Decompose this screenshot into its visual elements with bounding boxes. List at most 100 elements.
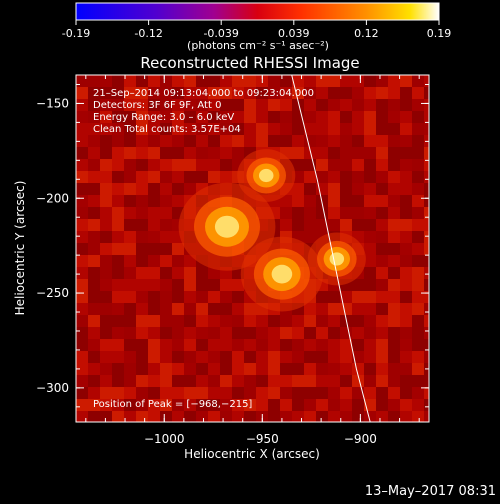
- texture-cell: [364, 87, 376, 99]
- texture-cell: [148, 123, 160, 135]
- texture-cell: [88, 279, 100, 291]
- emission-contour: [214, 215, 240, 238]
- texture-cell: [160, 123, 172, 135]
- texture-cell: [136, 267, 148, 279]
- texture-cell: [100, 351, 112, 363]
- texture-cell: [208, 135, 220, 147]
- texture-cell: [388, 375, 400, 387]
- texture-cell: [112, 315, 124, 327]
- texture-cell: [412, 375, 424, 387]
- texture-cell: [208, 171, 220, 183]
- texture-cell: [136, 171, 148, 183]
- texture-cell: [304, 135, 316, 147]
- texture-cell: [136, 135, 148, 147]
- texture-cell: [208, 411, 220, 422]
- texture-cell: [220, 375, 232, 387]
- texture-cell: [148, 339, 160, 351]
- texture-cell: [184, 75, 196, 87]
- colorbar-tick-label: 0.039: [278, 27, 310, 40]
- texture-cell: [88, 303, 100, 315]
- texture-cell: [112, 411, 124, 422]
- texture-cell: [400, 411, 412, 422]
- texture-cell: [412, 171, 424, 183]
- texture-cell: [340, 123, 352, 135]
- texture-cell: [196, 375, 208, 387]
- texture-cell: [148, 75, 160, 87]
- texture-cell: [376, 135, 388, 147]
- texture-cell: [196, 339, 208, 351]
- texture-cell: [124, 243, 136, 255]
- texture-cell: [124, 171, 136, 183]
- texture-cell: [88, 231, 100, 243]
- texture-cell: [100, 267, 112, 279]
- texture-cell: [160, 207, 172, 219]
- texture-cell: [136, 327, 148, 339]
- texture-cell: [388, 183, 400, 195]
- texture-cell: [424, 75, 429, 87]
- texture-cell: [316, 207, 328, 219]
- texture-cell: [316, 135, 328, 147]
- texture-cell: [244, 411, 256, 422]
- texture-cell: [220, 291, 232, 303]
- texture-cell: [88, 159, 100, 171]
- texture-cell: [424, 87, 429, 99]
- texture-cell: [400, 159, 412, 171]
- texture-cell: [328, 411, 340, 422]
- texture-cell: [268, 135, 280, 147]
- texture-cell: [268, 75, 280, 87]
- texture-cell: [376, 315, 388, 327]
- texture-cell: [88, 327, 100, 339]
- texture-cell: [172, 411, 184, 422]
- texture-cell: [328, 183, 340, 195]
- texture-cell: [352, 171, 364, 183]
- texture-cell: [244, 123, 256, 135]
- texture-cell: [232, 303, 244, 315]
- texture-cell: [172, 183, 184, 195]
- texture-cell: [400, 87, 412, 99]
- texture-cell: [184, 387, 196, 399]
- texture-cell: [148, 291, 160, 303]
- texture-cell: [268, 327, 280, 339]
- texture-cell: [100, 75, 112, 87]
- texture-cell: [100, 219, 112, 231]
- texture-cell: [412, 255, 424, 267]
- texture-cell: [196, 291, 208, 303]
- texture-cell: [124, 351, 136, 363]
- texture-cell: [316, 159, 328, 171]
- texture-cell: [244, 375, 256, 387]
- texture-cell: [160, 171, 172, 183]
- texture-cell: [172, 363, 184, 375]
- texture-cell: [232, 315, 244, 327]
- texture-cell: [412, 411, 424, 422]
- texture-cell: [424, 207, 429, 219]
- texture-cell: [148, 267, 160, 279]
- texture-cell: [424, 267, 429, 279]
- texture-cell: [388, 351, 400, 363]
- texture-cell: [340, 75, 352, 87]
- texture-cell: [292, 75, 304, 87]
- texture-cell: [364, 135, 376, 147]
- colorbar-ticks: -0.19 -0.12 -0.039 0.039 0.12 0.19: [62, 20, 451, 40]
- texture-cell: [412, 123, 424, 135]
- texture-cell: [112, 399, 124, 411]
- texture-cell: [292, 351, 304, 363]
- texture-cell: [364, 183, 376, 195]
- texture-cell: [244, 351, 256, 363]
- texture-cell: [220, 87, 232, 99]
- texture-cell: [412, 351, 424, 363]
- texture-cell: [184, 159, 196, 171]
- texture-cell: [364, 219, 376, 231]
- texture-cell: [376, 363, 388, 375]
- annotation-detectors: Detectors: 3F 6F 9F, Att 0: [93, 100, 221, 111]
- texture-cell: [328, 111, 340, 123]
- texture-cell: [76, 339, 88, 351]
- texture-cell: [280, 411, 292, 422]
- texture-cell: [364, 363, 376, 375]
- colorbar-tick-label: -0.039: [203, 27, 238, 40]
- texture-cell: [352, 75, 364, 87]
- texture-cell: [292, 327, 304, 339]
- texture-cell: [388, 399, 400, 411]
- texture-cell: [268, 411, 280, 422]
- texture-cell: [76, 87, 88, 99]
- texture-cell: [388, 279, 400, 291]
